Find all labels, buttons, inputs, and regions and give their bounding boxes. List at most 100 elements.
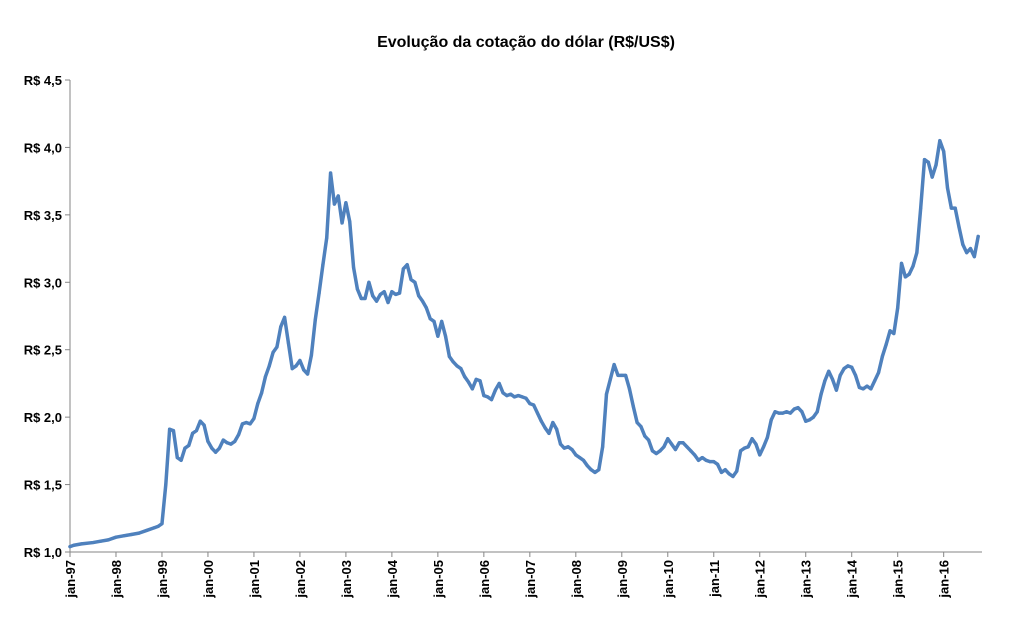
- data-point: [68, 545, 72, 549]
- x-tick-label: jan-04: [385, 559, 400, 598]
- data-point: [390, 290, 394, 294]
- data-point: [650, 449, 655, 453]
- data-point: [114, 535, 118, 539]
- data-point: [903, 275, 907, 279]
- data-point: [386, 300, 390, 305]
- data-point: [784, 410, 789, 414]
- data-point: [807, 418, 812, 422]
- data-point: [248, 422, 252, 426]
- data-point: [394, 292, 398, 297]
- data-point: [129, 532, 133, 537]
- data-point: [152, 526, 156, 530]
- data-point: [581, 458, 586, 462]
- data-point: [846, 364, 850, 368]
- data-point: [516, 393, 520, 398]
- data-point: [738, 449, 743, 453]
- data-point: [478, 379, 482, 383]
- x-tick-label: jan-98: [109, 560, 124, 599]
- data-point: [601, 445, 605, 449]
- data-point: [677, 441, 681, 445]
- data-point: [409, 277, 413, 282]
- data-point: [620, 373, 624, 377]
- data-point: [777, 411, 781, 415]
- data-point: [555, 427, 559, 431]
- data-point: [271, 350, 275, 355]
- data-point: [658, 449, 662, 453]
- x-tick-label: jan-09: [615, 560, 630, 599]
- data-point: [857, 385, 861, 390]
- data-point: [957, 225, 961, 229]
- data-point: [432, 319, 436, 323]
- data-point: [443, 334, 448, 338]
- data-point: [884, 342, 888, 346]
- data-point: [727, 472, 731, 476]
- data-point: [233, 439, 237, 444]
- data-point: [823, 379, 827, 383]
- data-point: [332, 202, 336, 206]
- data-point: [240, 422, 245, 426]
- data-point: [942, 149, 946, 154]
- data-point: [574, 453, 578, 457]
- data-point: [873, 379, 877, 383]
- data-point: [934, 163, 938, 167]
- data-point: [666, 437, 670, 441]
- data-point: [543, 426, 547, 430]
- x-tick-label: jan-05: [431, 560, 446, 599]
- data-point: [953, 206, 957, 210]
- data-point: [830, 377, 835, 381]
- x-tick-label: jan-02: [293, 560, 308, 599]
- data-point: [670, 442, 674, 446]
- chart-title: Evolução da cotação do dólar (R$/US$): [377, 34, 675, 51]
- data-point: [532, 403, 536, 407]
- y-tick-label: R$ 4,5: [24, 73, 62, 88]
- data-point: [685, 445, 689, 449]
- data-point: [647, 438, 651, 442]
- data-point: [493, 388, 497, 392]
- data-point: [405, 263, 409, 267]
- data-point: [367, 280, 371, 284]
- data-point: [290, 366, 294, 371]
- data-point: [175, 456, 179, 460]
- data-point: [746, 445, 750, 449]
- data-point: [919, 206, 923, 210]
- x-tick-label: jan-14: [845, 559, 860, 598]
- data-point: [417, 294, 421, 298]
- data-point: [436, 334, 440, 338]
- data-point: [712, 460, 716, 464]
- x-tick-label: jan-03: [339, 560, 354, 599]
- data-point: [719, 470, 724, 475]
- data-point: [497, 381, 501, 386]
- x-tick-label: jan-12: [753, 560, 768, 599]
- data-point: [260, 391, 264, 395]
- data-point: [643, 434, 647, 438]
- data-point: [256, 402, 260, 406]
- data-point: [535, 411, 540, 415]
- data-point: [761, 445, 766, 449]
- data-point: [489, 398, 494, 402]
- data-point: [156, 524, 160, 528]
- data-point: [183, 446, 187, 450]
- data-point: [440, 319, 444, 323]
- data-point: [585, 464, 589, 468]
- data-point: [99, 539, 103, 543]
- data-point: [191, 431, 195, 435]
- data-point: [171, 429, 176, 433]
- data-point: [662, 445, 666, 449]
- data-point: [160, 522, 164, 526]
- data-point: [869, 387, 873, 391]
- data-point: [551, 420, 555, 425]
- data-point: [528, 402, 532, 406]
- data-point: [850, 365, 854, 369]
- data-point: [681, 441, 685, 445]
- x-tick-label: jan-97: [63, 560, 78, 599]
- data-point: [225, 441, 229, 445]
- data-point: [106, 538, 110, 542]
- data-point: [194, 429, 199, 433]
- data-point: [865, 384, 869, 388]
- data-point: [700, 456, 704, 460]
- data-point: [279, 325, 283, 329]
- data-point: [815, 410, 819, 414]
- data-point: [838, 373, 842, 377]
- x-tick-label: jan-11: [707, 560, 722, 598]
- data-point: [486, 395, 490, 399]
